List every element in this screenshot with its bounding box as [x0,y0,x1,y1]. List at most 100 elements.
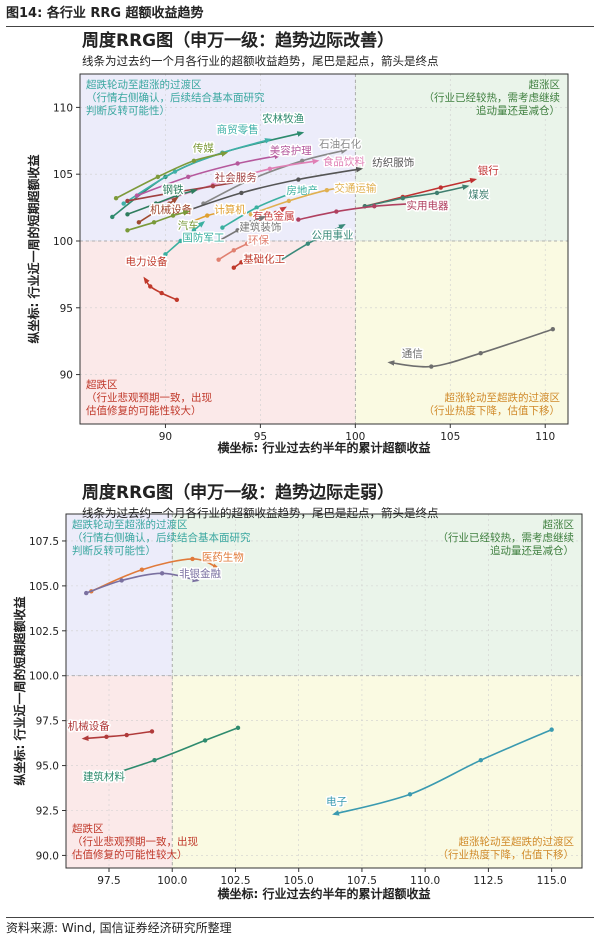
series-22-环保: 环保 [216,232,271,262]
series-point [168,190,174,196]
series-label: 通信 [402,348,423,360]
series-label: 计算机 [214,203,246,216]
zone-note-bottom-left: 估值修复的可能性较大） [72,848,188,861]
series-point [305,241,311,246]
series-line [233,253,255,269]
y-tick-label: 107.5 [29,536,59,548]
series-point [324,188,330,193]
series-line [218,216,267,242]
zone-note-top-left: 判断反转可能性） [86,104,170,117]
zone-title-bottom-right: 超涨轮动至超跌的过渡区 [445,391,561,404]
series-point [125,228,130,233]
series-point [191,158,197,164]
series-point [326,230,331,236]
series-point [400,196,406,201]
y-tick-label: 90.0 [36,850,59,862]
zone-title-bottom-left: 超跌区 [72,822,104,835]
y-axis-title: 纵坐标: 行业近一周的短期超额收益 [12,597,27,786]
plot-frame [79,73,569,425]
series-label: 食品饮料 [323,155,365,168]
x-tick-label: 105.0 [284,875,314,887]
zone-note-top-left: 判断反转可能性） [72,544,156,557]
y-tick-label: 92.5 [36,805,59,817]
series-point [155,208,161,213]
panel-subtitle: 线条为过去约一个月各行业的超额收益趋势，尾巴是起点，箭头是终点 [82,506,439,520]
series-line [250,181,367,216]
series-point [438,185,443,190]
series-point [186,174,191,180]
series-line [164,220,206,255]
series-point [202,738,208,743]
series-label: 美容护理 [270,144,312,157]
series-point [273,210,278,216]
series-point [434,190,440,196]
series-label: 环保 [248,234,269,247]
zone-note-bottom-right: （行业热度下降，估值下移） [424,404,561,417]
series-label: 电子 [326,795,347,808]
series-point [299,158,305,164]
y-axis-title: 纵坐标: 行业近一周的短期超额收益 [26,155,41,344]
series-point [296,217,301,222]
zone-note-bottom-right: （行业热度下降，估值下移） [438,848,575,861]
series-line [364,184,470,208]
x-tick-label: 97.5 [97,875,120,887]
series-2-机械设备: 机械设备 [66,718,155,742]
series-point [182,222,187,228]
series-line [184,166,364,213]
series-label: 非银金融 [179,567,221,580]
series-label: 石油石化 [319,137,361,150]
y-tick-label: 110 [53,102,73,114]
series-point [407,792,413,797]
series-point [267,166,273,172]
series-21-公用事业: 公用事业 [277,224,355,264]
series-point [239,190,244,196]
series-point [174,193,180,198]
series-point [216,238,221,244]
series-label: 国防军工 [182,231,224,244]
series-point [231,248,237,253]
series-point [113,196,119,201]
series-point [429,364,434,369]
y-tick-label: 105 [53,169,73,181]
series-point [178,238,183,244]
series-line [81,730,153,742]
rrg-panel-weakening: 97.5 100.0 102.5 105.0 107.5 110.0 112.5 115.0 9… [12,482,583,901]
x-tick-label: 105 [440,431,460,443]
series-19-建筑装饰: 建筑装饰 [216,216,283,244]
series-line [218,237,259,261]
series-point [296,177,301,182]
series-point [174,297,180,302]
series-point [231,265,237,270]
y-tick-label: 97.5 [36,716,59,728]
series-point [248,212,254,217]
series-point [167,201,172,206]
figure-header: 图14: 各行业 RRG 超额收益趋势 [6,4,594,27]
series-line [155,158,320,205]
series-point [191,228,197,233]
x-tick-label: 110 [535,431,555,443]
series-point [149,729,155,734]
zone-bg-bottom-left [80,240,356,424]
series-24-电力设备: 电力设备 [124,254,180,302]
series-point [110,214,115,220]
series-8-银行: 银行 [362,163,501,209]
x-axis-title: 横坐标: 行业过去约半年的累计超额收益 [218,886,431,901]
series-13-交通运输: 交通运输 [248,180,378,217]
series-point [205,213,210,218]
series-label: 银行 [478,164,499,177]
series-point [134,193,140,198]
x-tick-label: 102.5 [220,875,250,887]
series-point [153,201,159,206]
zone-note-top-right: 追动量还是减仓） [476,104,560,117]
zone-bg-top-right [355,74,568,241]
series-line [90,558,220,593]
zone-note-top-left: （行情右侧确认，后续结合基本面研究 [72,531,251,544]
x-tick-label: 95 [254,431,267,443]
series-line [123,138,272,205]
x-tick-label: 110.0 [410,875,440,887]
series-point [172,169,178,174]
series-point [84,590,89,596]
series-6-食品饮料: 食品饮料 [153,153,367,206]
y-tick-label: 90 [60,370,73,382]
series-point [286,198,292,204]
